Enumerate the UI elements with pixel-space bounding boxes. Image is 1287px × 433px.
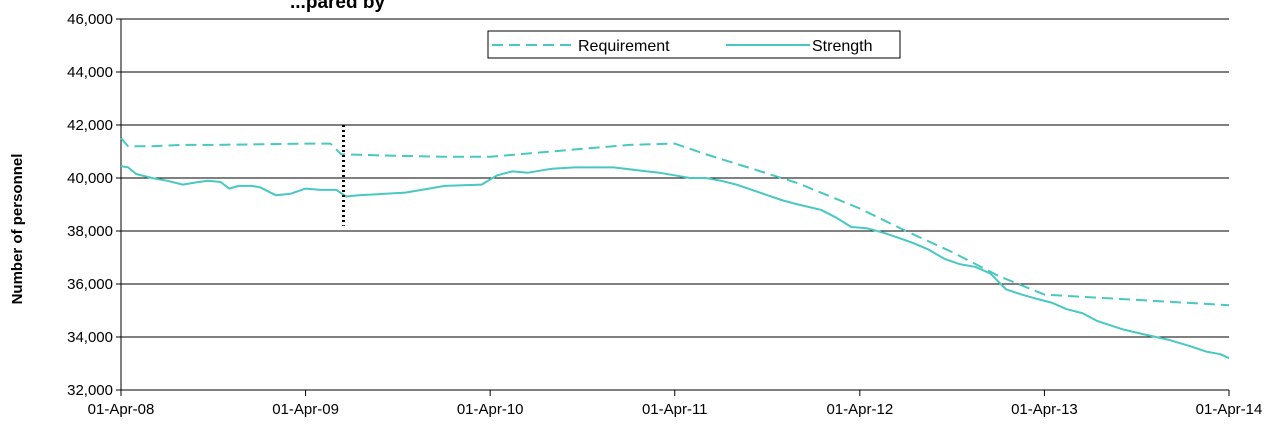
series-line-strength (120, 165, 1230, 360)
y-tick-label: 46,000 (67, 11, 113, 28)
series-layer (120, 137, 1230, 360)
legend-label-strength: Strength (812, 38, 872, 55)
x-tick-label: 01-Apr-13 (1011, 401, 1078, 418)
legend: Requirement Strength (487, 30, 901, 59)
y-tick-label: 32,000 (67, 382, 113, 399)
x-tick-label: 01-Apr-14 (1196, 401, 1263, 418)
legend-label-requirement: Requirement (578, 38, 670, 55)
x-tick-labels: 01-Apr-08 01-Apr-09 01-Apr-10 01-Apr-11 01-A… (88, 401, 1263, 418)
x-tick-label: 01-Apr-11 (642, 401, 708, 418)
legend-box (487, 30, 901, 59)
y-tick-label: 36,000 (67, 276, 113, 293)
x-tick-label: 01-Apr-09 (272, 401, 339, 418)
y-tick-label: 42,000 (67, 117, 113, 134)
x-tick-label: 01-Apr-10 (457, 401, 524, 418)
y-tick-labels: 32,000 34,000 36,000 38,000 40,000 42,000 44,0… (67, 11, 113, 399)
chart-title-partial: ...pared by (290, 0, 385, 13)
y-tick-label: 40,000 (67, 170, 113, 187)
grid-layer (116, 18, 1230, 396)
x-tick-label: 01-Apr-08 (88, 401, 155, 418)
series-line-requirement (120, 137, 1230, 307)
y-tick-label: 34,000 (67, 329, 113, 346)
y-tick-label: 38,000 (67, 223, 113, 240)
y-tick-label: 44,000 (67, 64, 113, 81)
x-tick-label: 01-Apr-12 (826, 401, 893, 418)
y-axis-title: Number of personnel (9, 154, 26, 305)
